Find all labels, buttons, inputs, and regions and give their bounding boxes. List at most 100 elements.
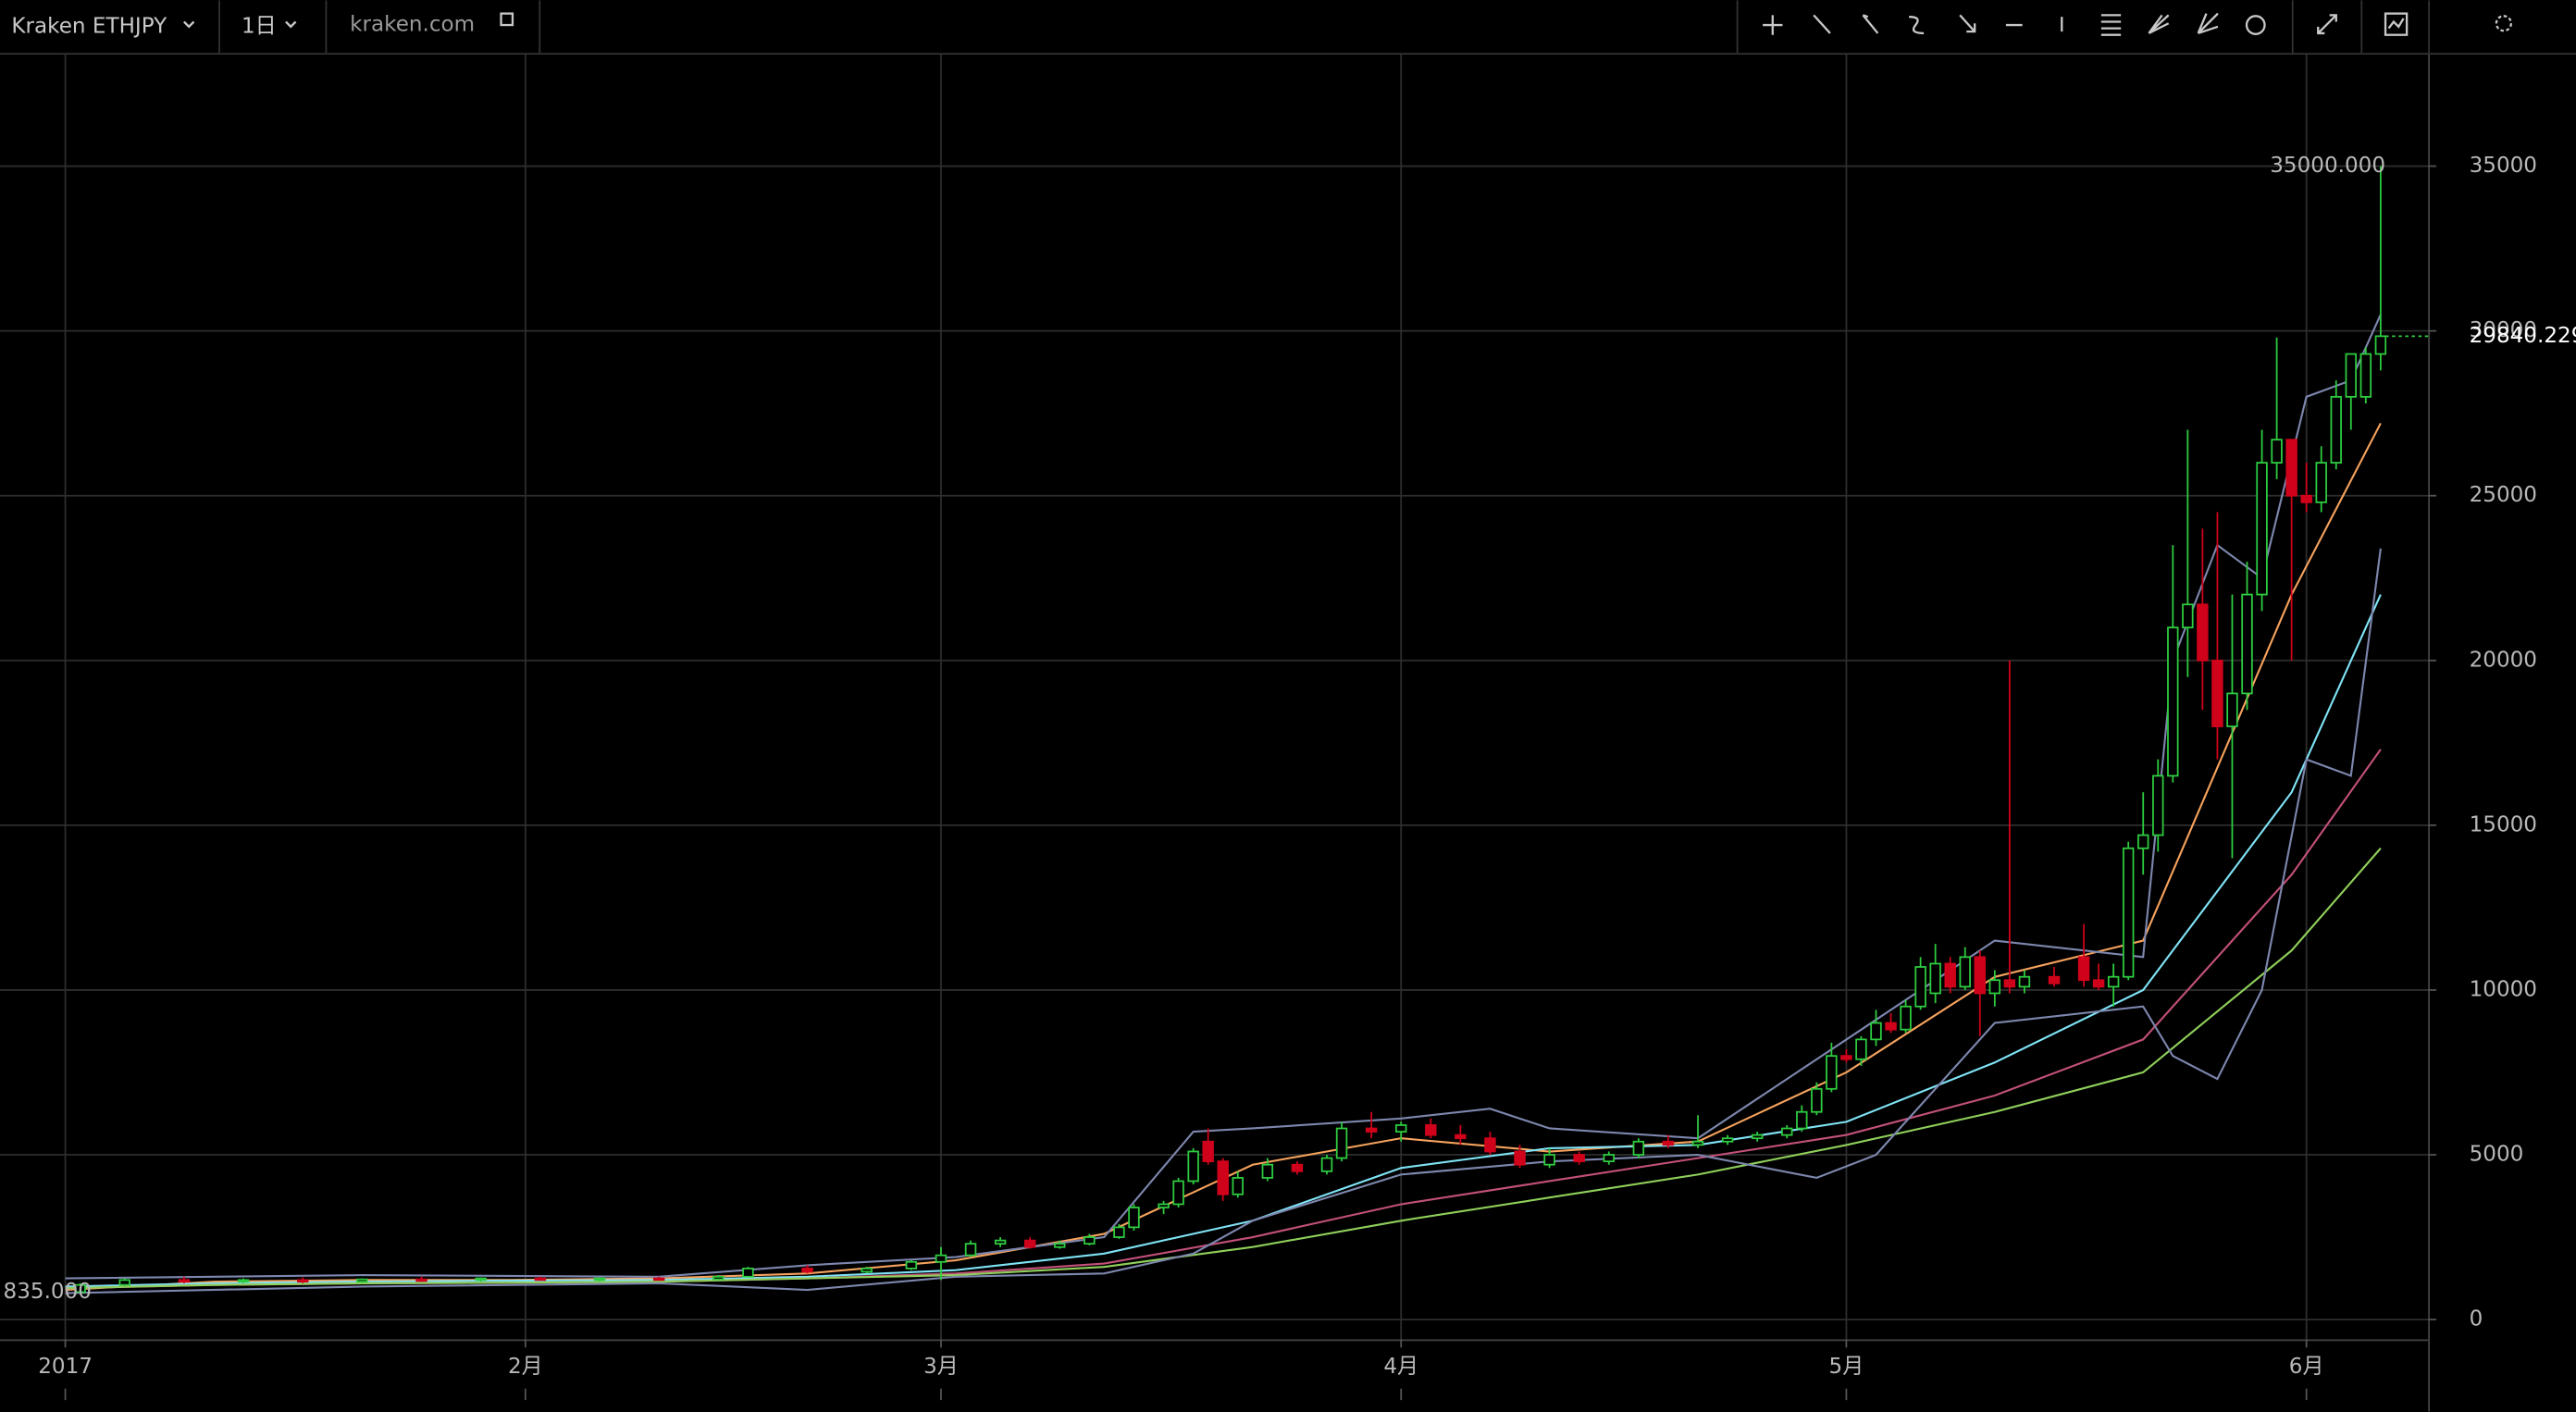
- candle-body: [593, 1277, 606, 1282]
- candle-body: [2300, 494, 2312, 503]
- gann-tool[interactable]: [2197, 12, 2219, 35]
- candle-body: [178, 1279, 191, 1283]
- candle-body: [1113, 1226, 1125, 1238]
- indicator-button[interactable]: [2384, 12, 2409, 36]
- candle-body: [1781, 1127, 1793, 1136]
- symbol[interactable]: Kraken ETHJPY: [11, 14, 167, 38]
- y-tick-label: 10000: [2470, 977, 2537, 1001]
- candle-body: [2211, 659, 2223, 727]
- source-link[interactable]: kraken.com: [350, 13, 475, 37]
- circle-tool[interactable]: [2245, 15, 2266, 35]
- settings-button[interactable]: [2495, 15, 2513, 32]
- candle-body: [2330, 395, 2342, 464]
- candle-body: [742, 1267, 754, 1278]
- candle-body: [1484, 1137, 1496, 1153]
- x-tick-label: 4月: [1383, 1355, 1418, 1379]
- external-icon[interactable]: [500, 12, 514, 27]
- candle-body: [2152, 774, 2164, 836]
- candle-body: [1811, 1087, 1823, 1113]
- line-tool[interactable]: [1813, 14, 1831, 34]
- candle-body: [935, 1254, 947, 1263]
- y-tick-label: 35000: [2470, 154, 2537, 178]
- candle-body: [2107, 975, 2120, 988]
- candle-body: [1023, 1239, 1036, 1248]
- candle-body: [2226, 692, 2238, 727]
- candle-body: [74, 1283, 86, 1294]
- x-tick-label: 2017: [38, 1355, 93, 1379]
- candle-body: [1914, 966, 1926, 1008]
- candle-body: [1232, 1177, 1244, 1195]
- x-tick-label: 3月: [923, 1355, 959, 1379]
- candle-body: [1751, 1133, 1764, 1140]
- indicators: [65, 314, 2382, 1294]
- candle-body: [1335, 1127, 1348, 1159]
- candle-body: [237, 1279, 250, 1283]
- dropdown-icon[interactable]: [285, 20, 297, 29]
- candle-body: [2256, 462, 2268, 596]
- curve-tool[interactable]: [1909, 16, 1925, 35]
- candle-body: [1959, 956, 1971, 988]
- fan-tool[interactable]: [2148, 14, 2170, 34]
- candle-body: [2092, 979, 2105, 988]
- candle-body: [2374, 335, 2387, 355]
- candle-body: [1320, 1157, 1333, 1172]
- interval[interactable]: 1日: [242, 14, 277, 38]
- candle-body: [905, 1260, 918, 1270]
- candle-body: [2167, 626, 2179, 777]
- candle-body: [964, 1243, 977, 1257]
- candle-body: [1261, 1163, 1274, 1179]
- candle-body: [118, 1279, 130, 1286]
- candle-body: [1900, 1005, 1912, 1031]
- candle-body: [2197, 603, 2209, 662]
- candle-body: [1217, 1160, 1229, 1195]
- candle-body: [1187, 1150, 1199, 1183]
- indicator-icon[interactable]: [2387, 18, 2405, 30]
- high-label: 35000.000: [2270, 154, 2385, 178]
- ray-tool[interactable]: [1862, 14, 1879, 34]
- x-tick-label: 6月: [2289, 1355, 2324, 1379]
- y-tick-label: 30000: [2470, 318, 2537, 342]
- candle-body: [1988, 979, 2001, 995]
- candle-body: [415, 1278, 427, 1282]
- candle-body: [1632, 1140, 1645, 1156]
- candle-body: [1840, 1055, 1852, 1060]
- crosshair-tool[interactable]: [1763, 15, 1783, 35]
- dropdown-icon[interactable]: [183, 20, 195, 29]
- candle-body: [1721, 1137, 1734, 1143]
- fullscreen-button[interactable]: [2317, 14, 2337, 35]
- candle-body: [1365, 1127, 1378, 1133]
- labels: 35000.000 835.000 29840.229: [4, 154, 2576, 1304]
- candle-body: [2359, 353, 2372, 398]
- candle-body: [1172, 1180, 1184, 1206]
- candle-body: [1543, 1154, 1555, 1166]
- candle-body: [1870, 1022, 1882, 1041]
- candle-body: [2285, 439, 2297, 497]
- candle-body: [1394, 1124, 1407, 1133]
- candle-body: [1425, 1124, 1437, 1136]
- indicator-line: [65, 548, 2382, 1294]
- candle-body: [2137, 834, 2149, 849]
- candle-body: [1202, 1140, 1214, 1163]
- candle-body: [1944, 962, 1956, 988]
- candle-body: [2345, 353, 2358, 398]
- candle-body: [1691, 1140, 1704, 1146]
- candle-body: [1974, 956, 1986, 995]
- y-tick-label: 5000: [2470, 1143, 2524, 1167]
- candle-body: [356, 1278, 368, 1283]
- candle-body: [2018, 975, 2031, 988]
- candle-body: [712, 1275, 724, 1281]
- candle-body: [1054, 1243, 1066, 1248]
- toolbar: Kraken ETHJPY 1日 kraken.com: [0, 0, 2576, 56]
- grid: 0 5000 10000 15000 20000 25000 30000 35000 2017 2…: [0, 55, 2537, 1401]
- candle-body: [1603, 1154, 1615, 1163]
- candle-body: [1929, 962, 1941, 995]
- arrow-tool[interactable]: [1959, 14, 1976, 33]
- candle-body: [1885, 1022, 1897, 1031]
- candle-body: [652, 1277, 665, 1282]
- candle-body: [1514, 1150, 1526, 1166]
- parallel-tool[interactable]: [2100, 14, 2122, 36]
- candle-body: [2271, 439, 2283, 464]
